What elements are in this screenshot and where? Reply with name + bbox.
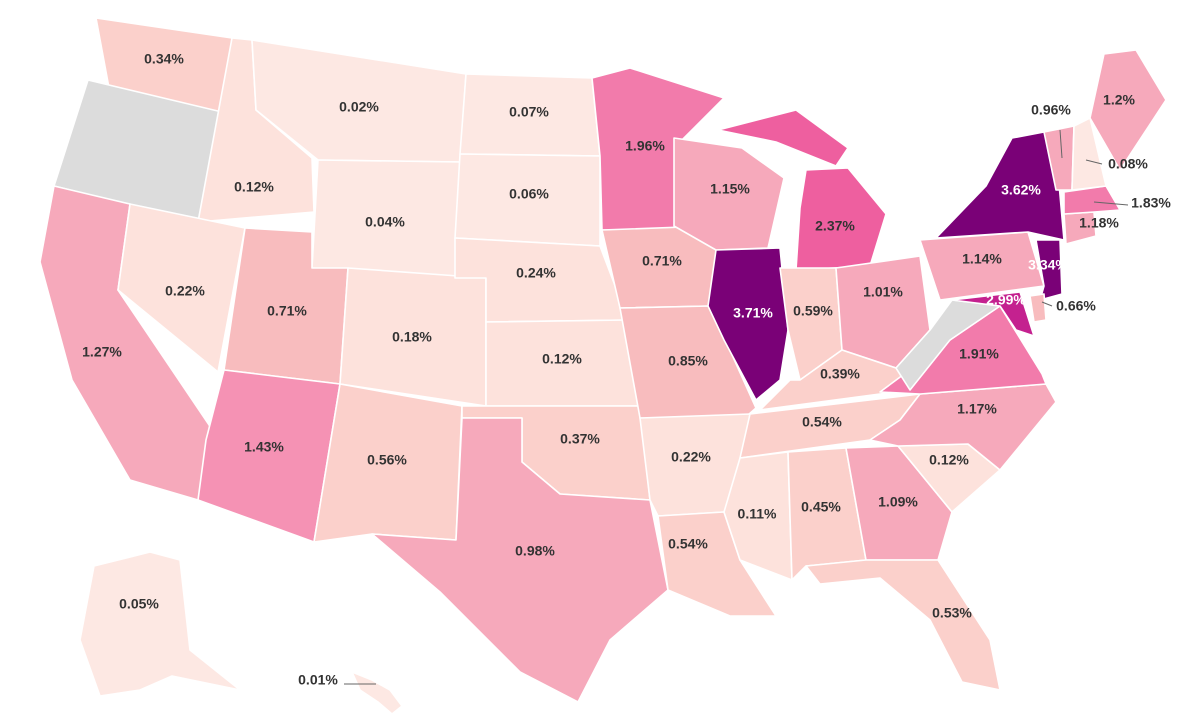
leader-de [1041,301,1053,307]
leader-vt [1059,129,1063,159]
value-label-mo: 0.85% [668,353,708,369]
value-label-ky: 0.39% [820,366,860,382]
state-nh[interactable] [1071,117,1107,191]
value-label-ak: 0.05% [119,596,159,612]
value-label-in: 0.59% [793,303,833,319]
value-label-nj: 3.34% [1028,257,1068,273]
value-label-ne: 0.24% [516,265,556,281]
state-az[interactable] [197,369,341,543]
value-label-ar: 0.22% [671,449,711,465]
value-label-nc: 1.17% [957,401,997,417]
value-label-pa: 1.14% [962,251,1002,267]
value-label-co: 0.18% [392,329,432,345]
value-label-oh: 1.01% [863,284,903,300]
value-label-me: 1.2% [1103,92,1135,108]
value-label-hi: 0.01% [298,672,338,688]
state-hi[interactable] [351,671,403,715]
value-label-ma: 1.83% [1131,195,1171,211]
value-label-ca: 1.27% [82,344,122,360]
value-label-mi: 2.37% [815,218,855,234]
value-label-tx: 0.98% [515,543,555,559]
value-label-ut: 0.71% [267,303,307,319]
value-label-nm: 0.56% [367,452,407,468]
value-label-sc: 0.12% [929,452,969,468]
state-nv[interactable] [117,203,246,373]
state-tx[interactable] [371,417,669,703]
value-label-ms: 0.11% [738,506,777,522]
state-md[interactable] [951,291,1035,337]
value-label-de: 0.66% [1056,298,1096,314]
value-label-wa: 0.34% [144,51,184,67]
state-il[interactable] [707,247,789,401]
state-ms[interactable] [723,451,793,581]
state-fl[interactable] [805,559,1001,691]
value-label-mn: 1.96% [625,138,665,154]
state-nj[interactable] [1035,239,1063,301]
value-label-al: 0.45% [801,499,841,515]
value-label-nv: 0.22% [165,283,205,299]
value-label-ct: 1.18% [1079,215,1119,231]
value-label-wi: 1.15% [710,181,750,197]
value-label-ok: 0.37% [560,431,600,447]
value-label-fl: 0.53% [932,605,972,621]
state-me[interactable] [1089,49,1167,171]
value-label-il: 3.71% [733,305,773,321]
value-label-ks: 0.12% [542,351,582,367]
leader-nh [1085,159,1103,165]
state-de[interactable] [1029,293,1047,323]
value-label-md: 2.99% [986,292,1026,308]
value-label-va: 1.91% [959,346,999,362]
value-label-nd: 0.07% [509,104,549,120]
value-label-tn: 0.54% [802,414,842,430]
value-label-wy: 0.04% [365,214,405,230]
value-label-ga: 1.09% [878,494,918,510]
value-label-vt: 0.96% [1031,102,1071,118]
value-label-ia: 0.71% [642,253,682,269]
value-label-id: 0.12% [234,179,274,195]
value-label-la: 0.54% [668,536,708,552]
state-ak[interactable] [79,551,241,697]
value-label-az: 1.43% [244,439,284,455]
state-ga[interactable] [845,445,953,561]
value-label-mt: 0.02% [339,99,379,115]
state-ny[interactable] [935,131,1065,241]
value-label-ny: 3.62% [1001,182,1041,198]
value-label-sd: 0.06% [509,186,549,202]
value-label-nh: 0.08% [1108,156,1148,172]
leader-ma [1093,201,1129,206]
